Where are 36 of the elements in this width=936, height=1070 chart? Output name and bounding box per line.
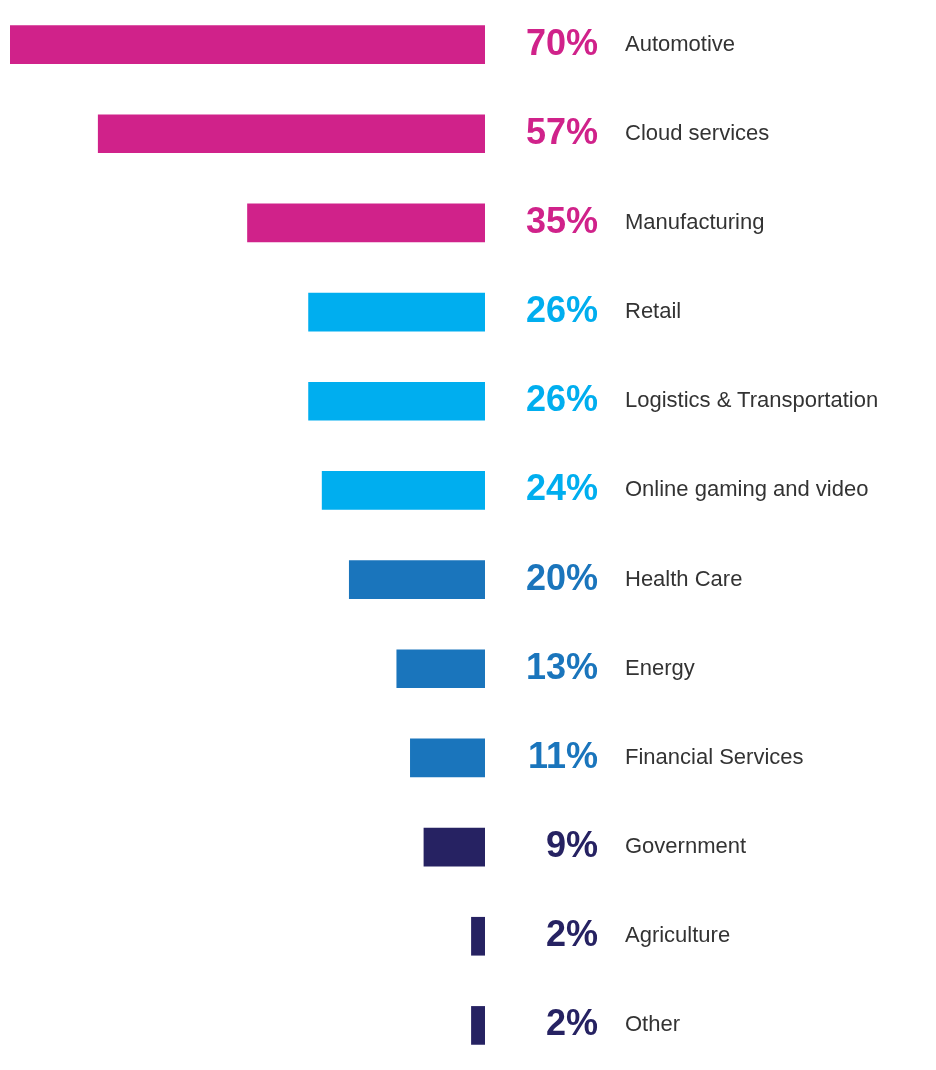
data-label: 2%	[545, 913, 598, 955]
bar	[321, 471, 485, 510]
bar	[348, 560, 485, 599]
y-tick-label: Logistics & Transportation	[625, 387, 879, 413]
y-tick-label: Financial Services	[625, 743, 804, 769]
bar	[308, 381, 485, 421]
data-label: 24%	[525, 467, 598, 509]
data-label: 35%	[525, 199, 598, 241]
y-tick-label: Government	[625, 833, 747, 859]
data-label: 2%	[545, 1002, 598, 1044]
data-label: 9%	[545, 824, 598, 866]
bar	[10, 25, 485, 64]
bar	[247, 203, 485, 243]
bar	[410, 738, 485, 778]
data-label: 57%	[525, 110, 598, 152]
data-label: 20%	[525, 556, 598, 598]
y-tick-label: Manufacturing	[625, 208, 765, 234]
bar	[471, 916, 485, 956]
y-tick-label: Other	[625, 1011, 681, 1037]
y-tick-label: Cloud services	[625, 119, 770, 145]
bar	[97, 114, 485, 154]
bar	[471, 1006, 485, 1045]
bar	[308, 292, 485, 332]
bar	[396, 649, 485, 689]
data-label: 26%	[525, 289, 598, 331]
bar	[423, 827, 485, 867]
y-tick-label: Automotive	[625, 30, 736, 56]
data-label: 26%	[525, 378, 598, 420]
y-tick-label: Health Care	[625, 565, 743, 591]
data-label: 70%	[525, 21, 598, 63]
y-tick-label: Online gaming and video	[625, 476, 869, 502]
data-label: 13%	[525, 645, 598, 687]
y-tick-label: Retail	[625, 298, 682, 324]
data-label: 11%	[527, 734, 598, 776]
y-tick-label: Agriculture	[625, 922, 731, 948]
y-tick-label: Energy	[625, 654, 695, 680]
